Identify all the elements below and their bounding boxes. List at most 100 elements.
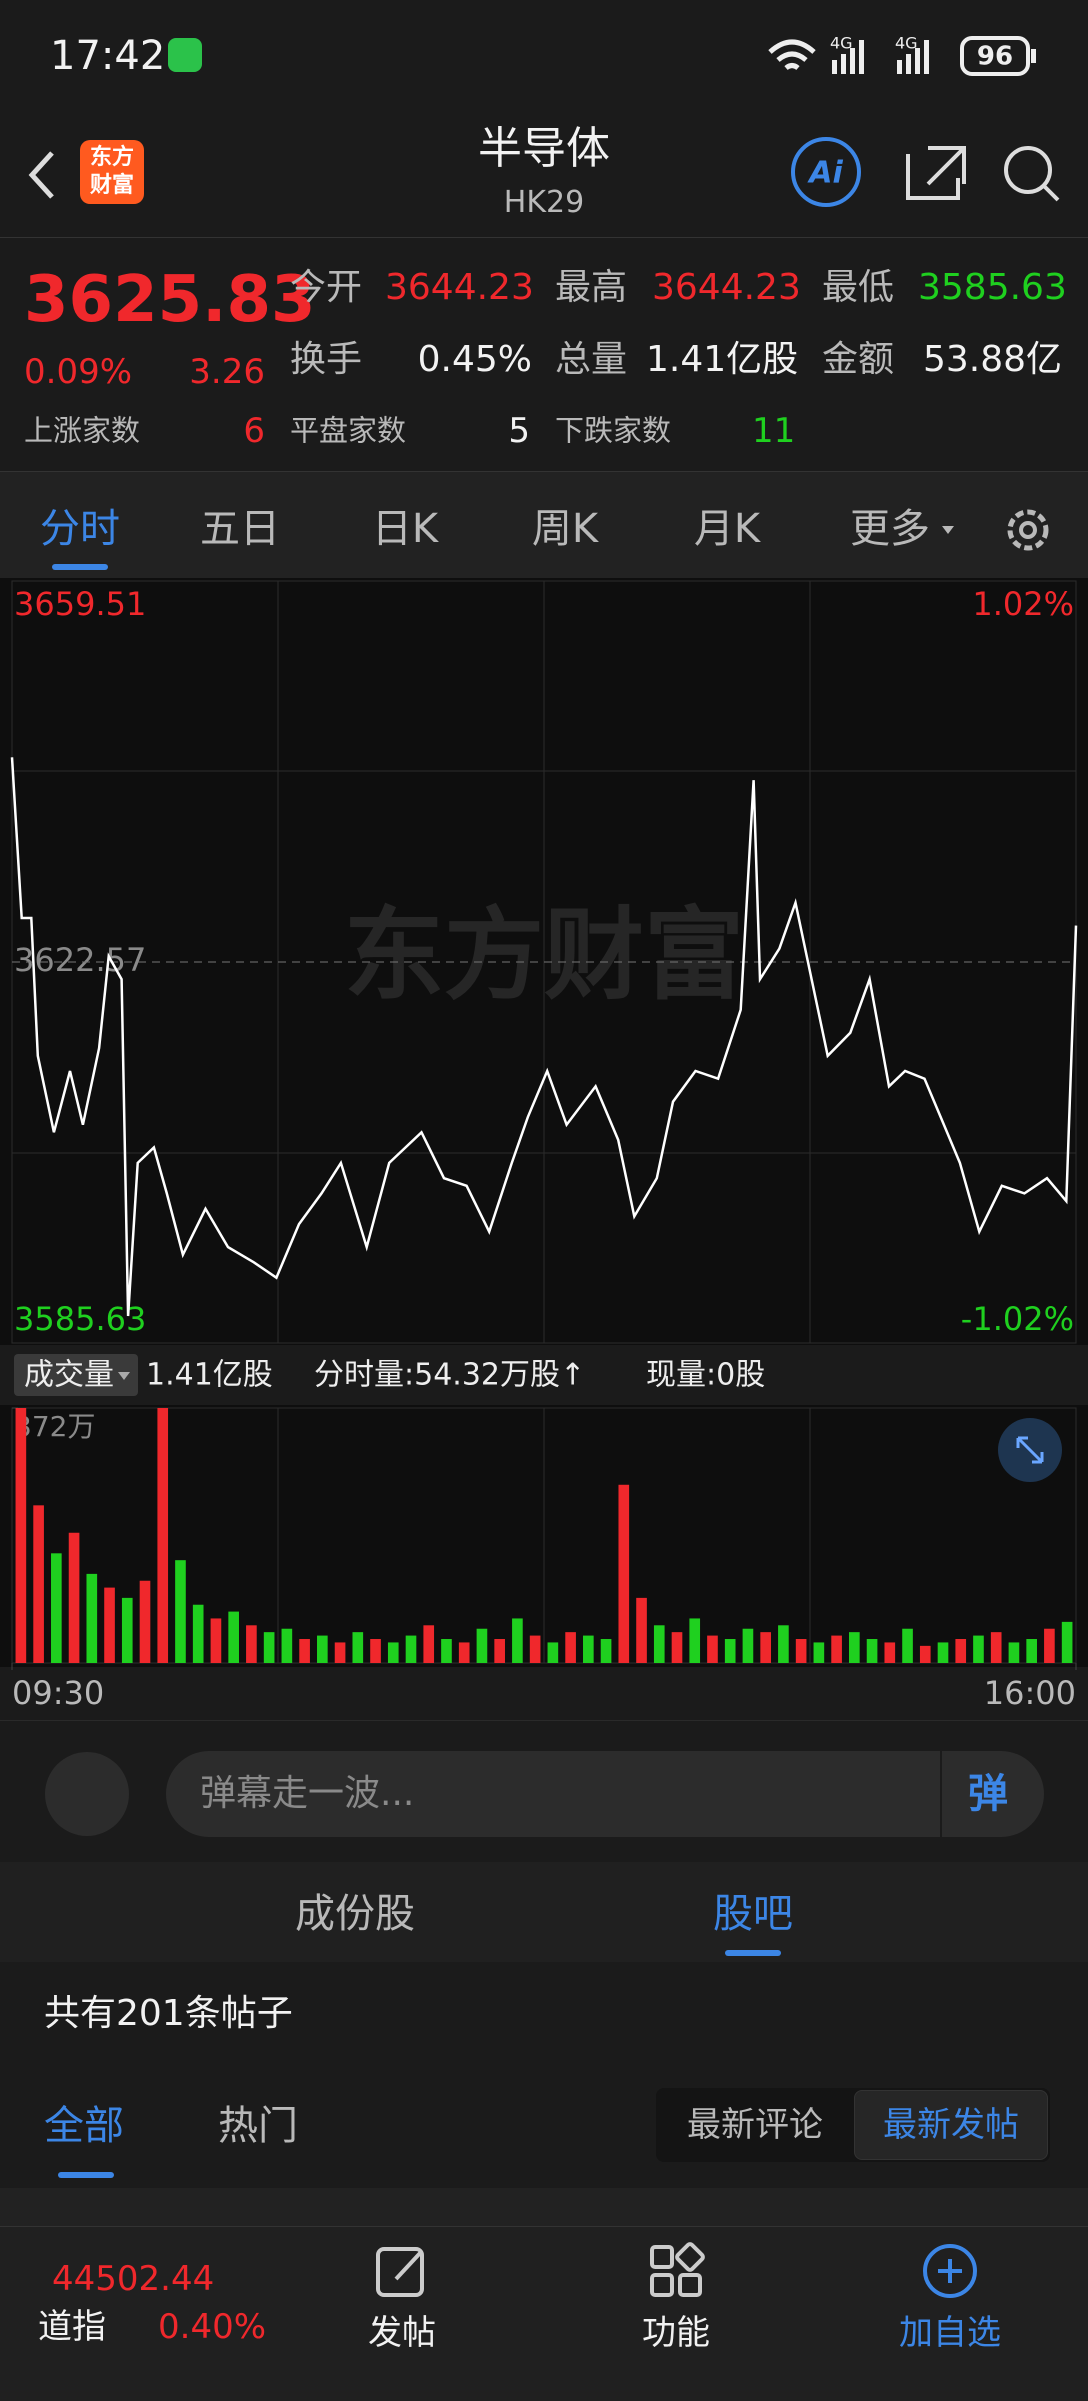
section-tab[interactable]: 股吧 bbox=[713, 1891, 793, 1937]
share-button[interactable] bbox=[906, 146, 966, 200]
app-logo: 东方财富 bbox=[80, 140, 144, 204]
clock: 17:42 bbox=[50, 33, 166, 79]
volume-bar bbox=[281, 1628, 293, 1663]
sort-option[interactable]: 最新发帖 bbox=[883, 2105, 1019, 2145]
battery-level: 96 bbox=[977, 42, 1013, 72]
period-tab[interactable]: 五日 bbox=[200, 506, 280, 552]
volume-bar bbox=[618, 1484, 630, 1663]
stat-value: 53.88亿 bbox=[922, 339, 1062, 380]
sort-option[interactable]: 最新评论 bbox=[687, 2105, 823, 2145]
tab-indicator bbox=[725, 1950, 781, 1956]
volume-bar bbox=[990, 1632, 1002, 1663]
breadth-label: 上涨家数 bbox=[24, 413, 141, 448]
volume-bar bbox=[228, 1611, 239, 1663]
action-label[interactable]: 发帖 bbox=[368, 2313, 436, 2353]
wechat-icon bbox=[168, 38, 202, 72]
volume-bar bbox=[1008, 1642, 1020, 1663]
watermark: 东方财富 bbox=[344, 896, 744, 1013]
volume-bar bbox=[175, 1560, 186, 1663]
volume-bar bbox=[157, 1408, 169, 1663]
volume-title[interactable]: 成交量 bbox=[24, 1358, 114, 1393]
bottom-bar: 44502.44 道指 0.40% 发帖 功能 加自选 bbox=[0, 2226, 1088, 2401]
posts-panel: 共有201条帖子 全部 热门 最新评论 最新发帖 bbox=[0, 1962, 1088, 2226]
period-tab[interactable]: 分时 bbox=[40, 506, 120, 552]
period-tab[interactable]: 日K bbox=[371, 506, 439, 552]
volume-bar bbox=[405, 1635, 417, 1663]
stat-value: 1.41亿股 bbox=[646, 339, 799, 380]
volume-bar bbox=[512, 1618, 523, 1663]
volume-bar bbox=[955, 1639, 967, 1663]
danmu-toggle[interactable] bbox=[45, 1752, 129, 1836]
volume-bar bbox=[139, 1580, 151, 1663]
price-line bbox=[10, 757, 1078, 1317]
index-change[interactable]: 0.40% bbox=[158, 2307, 267, 2347]
volume-bar bbox=[919, 1645, 931, 1663]
filter-tab[interactable]: 全部 bbox=[44, 2103, 124, 2149]
volume-bar bbox=[547, 1642, 559, 1663]
watchlist-icon[interactable] bbox=[920, 2241, 980, 2301]
volume-summary: 分时量:54.32万股↑ bbox=[314, 1358, 585, 1393]
danmu-send[interactable]: 弹 bbox=[968, 1771, 1008, 1817]
volume-summary: 现量:0股 bbox=[646, 1358, 765, 1393]
y-tick-label: 3659.51 bbox=[14, 585, 146, 623]
post-icon[interactable] bbox=[372, 2241, 432, 2301]
volume-bar bbox=[884, 1642, 896, 1663]
status-icons: 4G 4G 96 bbox=[768, 34, 1036, 76]
volume-bar bbox=[458, 1642, 470, 1663]
volume-bar bbox=[15, 1408, 27, 1663]
stat-value: 3585.63 bbox=[918, 267, 1067, 308]
volume-bar bbox=[494, 1639, 505, 1663]
volume-bar bbox=[476, 1628, 488, 1663]
period-tab[interactable]: 更多 bbox=[850, 506, 930, 552]
stat-label: 最低 bbox=[822, 267, 895, 308]
danmu-bar: 弹幕走一波... 弹 bbox=[0, 1720, 1088, 1863]
action-label[interactable]: 功能 bbox=[642, 2313, 710, 2353]
stat-value: 3644.23 bbox=[652, 267, 801, 308]
volume-bar bbox=[689, 1618, 701, 1663]
volume-bar bbox=[902, 1628, 913, 1663]
danmu-input[interactable] bbox=[166, 1751, 1044, 1837]
network-label: 4G bbox=[830, 34, 853, 53]
volume-bar bbox=[583, 1635, 594, 1663]
action-label[interactable]: 加自选 bbox=[899, 2313, 1001, 2353]
volume-bar bbox=[299, 1639, 310, 1663]
volume-bar bbox=[529, 1635, 541, 1663]
tab-indicator bbox=[52, 564, 108, 570]
section-tabs: 成份股 股吧 bbox=[0, 1862, 1088, 1963]
y2-tick-label: -1.02% bbox=[961, 1300, 1074, 1338]
back-button[interactable] bbox=[22, 147, 62, 203]
volume-bar bbox=[866, 1639, 878, 1663]
x-tick-label: 16:00 bbox=[984, 1674, 1076, 1712]
index-name[interactable]: 道指 bbox=[38, 2307, 106, 2347]
period-tab[interactable]: 周K bbox=[531, 506, 599, 552]
filter-tab[interactable]: 热门 bbox=[218, 2103, 298, 2149]
volume-bar bbox=[849, 1632, 860, 1663]
volume-bar bbox=[1044, 1628, 1055, 1663]
volume-bar bbox=[600, 1639, 612, 1663]
breadth-value: 11 bbox=[752, 411, 796, 451]
intraday-chart: 东方财富 成交量 1.41亿股 分时量:54.32万股↑ 现量:0股 3585.… bbox=[0, 578, 1088, 1712]
stat-value: 3644.23 bbox=[385, 267, 534, 308]
header-actions: Ai bbox=[791, 137, 1060, 207]
y-tick-label: 3585.63 bbox=[14, 1300, 146, 1338]
volume-bar bbox=[742, 1628, 754, 1663]
volume-bar bbox=[352, 1632, 364, 1663]
index-value[interactable]: 44502.44 bbox=[52, 2259, 215, 2299]
volume-bar bbox=[334, 1642, 346, 1663]
volume-bar bbox=[370, 1639, 381, 1663]
section-tab[interactable]: 成份股 bbox=[295, 1891, 415, 1937]
volume-bar bbox=[1061, 1621, 1073, 1663]
volume-bar bbox=[760, 1632, 771, 1663]
ai-button[interactable] bbox=[791, 137, 861, 207]
period-tab[interactable]: 月K bbox=[693, 506, 761, 552]
header: 东方财富 半导体 HK29 Ai bbox=[0, 107, 1088, 238]
volume-bar bbox=[192, 1604, 204, 1663]
volume-selector[interactable] bbox=[14, 1354, 138, 1396]
ai-label[interactable]: Ai bbox=[807, 156, 843, 191]
function-icon[interactable] bbox=[646, 2241, 706, 2301]
search-button[interactable] bbox=[1004, 146, 1052, 194]
settings-button[interactable] bbox=[1000, 502, 1056, 558]
quote-panel: 3625.83 0.09% 3.26 今开 3644.23 最高 3644.23… bbox=[0, 238, 1088, 471]
dropdown-arrow bbox=[942, 526, 954, 534]
